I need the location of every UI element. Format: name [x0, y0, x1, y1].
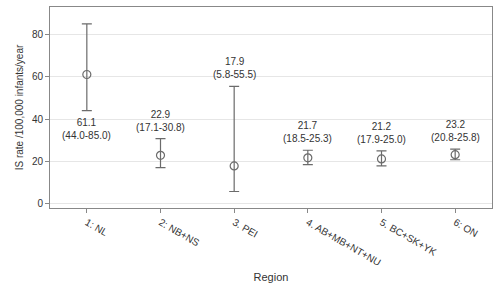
svg-text:61.1(44.0-85.0): 61.1(44.0-85.0)	[62, 117, 111, 141]
svg-text:17.9(5.8-55.5): 17.9(5.8-55.5)	[213, 56, 256, 80]
svg-text:3. PEI: 3. PEI	[231, 217, 260, 240]
svg-text:4. AB+MB+NT+NU: 4. AB+MB+NT+NU	[304, 217, 382, 269]
svg-text:21.7(18.5-25.3): 21.7(18.5-25.3)	[283, 120, 332, 144]
svg-text:23.2(20.8-25.8): 23.2(20.8-25.8)	[431, 119, 480, 143]
svg-text:1: NL: 1: NL	[83, 217, 110, 239]
svg-text:IS rate /100,000 infants/year: IS rate /100,000 infants/year	[14, 44, 25, 170]
svg-text:6: ON: 6: ON	[452, 217, 480, 240]
svg-text:21.2(17.9-25.0): 21.2(17.9-25.0)	[357, 121, 406, 145]
svg-text:40: 40	[32, 114, 44, 125]
svg-text:Region: Region	[254, 271, 289, 283]
svg-text:2: NB+NS: 2: NB+NS	[157, 217, 202, 249]
svg-text:20: 20	[32, 156, 44, 167]
svg-text:22.9(17.1-30.8): 22.9(17.1-30.8)	[136, 109, 185, 133]
svg-text:80: 80	[32, 29, 44, 40]
svg-text:5. BC+SK+YK: 5. BC+SK+YK	[378, 217, 439, 258]
svg-text:60: 60	[32, 71, 44, 82]
svg-text:0: 0	[37, 198, 43, 209]
